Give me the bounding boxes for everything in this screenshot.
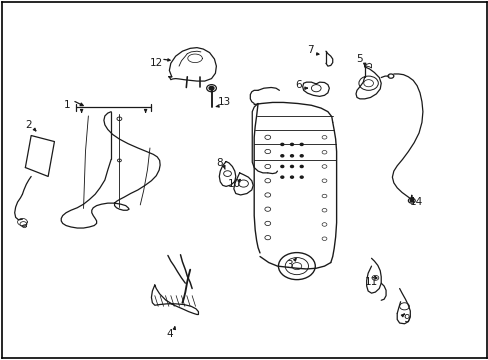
Text: 14: 14	[409, 197, 423, 207]
Circle shape	[280, 176, 283, 178]
Circle shape	[290, 143, 293, 145]
Text: 1: 1	[64, 100, 71, 109]
Text: 10: 10	[228, 179, 241, 189]
Text: 8: 8	[216, 158, 222, 168]
Text: 3: 3	[285, 260, 292, 270]
Circle shape	[290, 165, 293, 167]
Circle shape	[409, 199, 412, 202]
Circle shape	[300, 165, 303, 167]
Circle shape	[280, 165, 283, 167]
Text: 11: 11	[364, 278, 377, 288]
Circle shape	[280, 155, 283, 157]
Circle shape	[300, 155, 303, 157]
Text: 9: 9	[403, 315, 409, 324]
Circle shape	[280, 143, 283, 145]
Text: 2: 2	[25, 120, 32, 130]
Circle shape	[290, 155, 293, 157]
Text: 13: 13	[217, 98, 230, 107]
Text: 12: 12	[149, 58, 163, 68]
Text: 4: 4	[166, 329, 172, 339]
Circle shape	[300, 176, 303, 178]
Text: 5: 5	[356, 54, 363, 64]
Circle shape	[300, 143, 303, 145]
Text: 6: 6	[295, 80, 302, 90]
Text: 7: 7	[306, 45, 313, 55]
Circle shape	[209, 86, 214, 90]
Circle shape	[290, 176, 293, 178]
